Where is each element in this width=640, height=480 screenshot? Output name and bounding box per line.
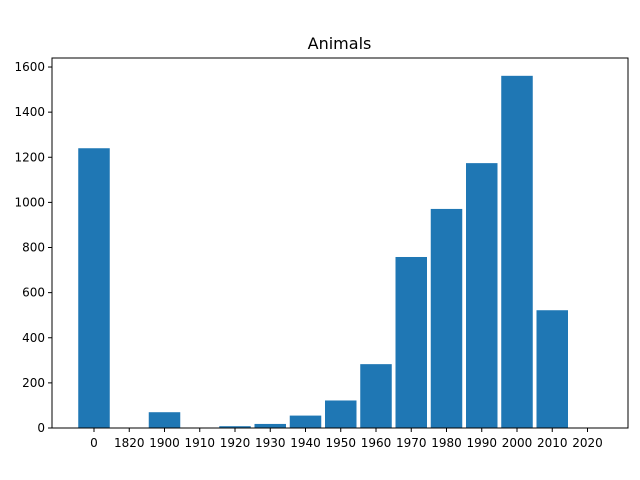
bar-1930 <box>254 423 286 428</box>
x-tick-label: 1980 <box>431 436 462 450</box>
x-tick-label: 2000 <box>502 436 533 450</box>
bar-1960 <box>360 364 392 428</box>
x-tick-label: 1970 <box>396 436 427 450</box>
plot-frame <box>51 57 629 429</box>
x-tick-label: 1900 <box>149 436 180 450</box>
x-axis: 0 1820 1900 1910 1920 1930 1940 1950 1960 1970 198… <box>90 428 603 450</box>
bar-1970 <box>395 256 427 428</box>
bars <box>78 75 568 429</box>
bar-1950 <box>325 400 357 428</box>
bar-1900 <box>148 412 181 428</box>
x-tick-label: 1950 <box>325 436 356 450</box>
x-tick-label: 1940 <box>290 436 321 450</box>
bar-0 <box>78 148 110 429</box>
bar-1980 <box>430 208 463 428</box>
y-tick-label: 600 <box>22 286 45 300</box>
x-tick-label: 1930 <box>255 436 286 450</box>
y-tick-label: 800 <box>22 241 45 255</box>
y-tick-label: 1200 <box>14 150 45 164</box>
x-tick-label: 1960 <box>361 436 392 450</box>
x-tick-label: 0 <box>90 436 98 450</box>
chart-title: Animals <box>308 34 372 53</box>
bar-1990 <box>466 163 498 428</box>
y-tick-label: 1600 <box>14 60 45 74</box>
x-tick-label: 1820 <box>114 436 145 450</box>
y-tick-label: 200 <box>22 376 45 390</box>
bar-2010 <box>536 310 568 428</box>
x-tick-label: 1920 <box>220 436 251 450</box>
bar-1940 <box>289 415 322 428</box>
x-tick-label: 1910 <box>184 436 215 450</box>
x-tick-label: 2020 <box>572 436 603 450</box>
y-tick-label: 0 <box>37 421 45 435</box>
bar-2000 <box>501 75 533 428</box>
bar-1920 <box>219 426 251 428</box>
x-tick-label: 2010 <box>537 436 568 450</box>
y-tick-label: 1400 <box>14 105 45 119</box>
y-axis: 0 200 400 600 800 1000 1200 1400 1600 <box>14 60 52 435</box>
x-tick-label: 1990 <box>466 436 497 450</box>
y-tick-label: 1000 <box>14 195 45 209</box>
y-tick-label: 400 <box>22 331 45 345</box>
